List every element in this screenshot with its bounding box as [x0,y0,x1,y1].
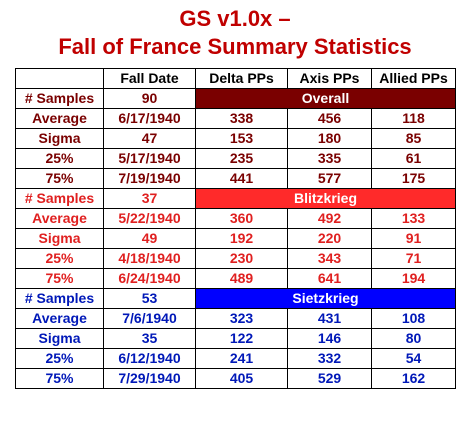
row-label: 75% [15,268,104,289]
delta-pps-cell: 192 [195,228,288,249]
delta-pps-cell: 338 [195,108,288,129]
allied-pps-cell: 85 [371,128,456,149]
axis-pps-cell: 529 [287,368,372,389]
allied-pps-cell: 71 [371,248,456,269]
allied-pps-cell: 91 [371,228,456,249]
header-row: Fall Date Delta PPs Axis PPs Allied PPs [15,68,456,89]
header-fall-date: Fall Date [103,68,196,89]
title-line-2: Fall of France Summary Statistics [58,34,412,59]
delta-pps-cell: 489 [195,268,288,289]
axis-pps-cell: 456 [287,108,372,129]
row-label: 25% [15,148,104,169]
delta-pps-cell: 153 [195,128,288,149]
row-label: Average [15,208,104,229]
group-band-blitzkrieg: Blitzkrieg [195,188,456,209]
row-label: 75% [15,168,104,189]
row-label: 25% [15,248,104,269]
delta-pps-cell: 323 [195,308,288,329]
axis-pps-cell: 431 [287,308,372,329]
samples-value: 53 [103,288,196,309]
delta-pps-cell: 235 [195,148,288,169]
allied-pps-cell: 175 [371,168,456,189]
axis-pps-cell: 641 [287,268,372,289]
table-row: Sigma 49 192 220 91 [15,228,456,249]
title-line-1: GS v1.0x – [179,6,291,31]
row-label: 25% [15,348,104,369]
delta-pps-cell: 241 [195,348,288,369]
delta-pps-cell: 230 [195,248,288,269]
row-label: Sigma [15,128,104,149]
table-row: Average 7/6/1940 323 431 108 [15,308,456,329]
row-label: Sigma [15,228,104,249]
allied-pps-cell: 194 [371,268,456,289]
fall-date-cell: 49 [103,228,196,249]
fall-date-cell: 7/29/1940 [103,368,196,389]
fall-date-cell: 5/17/1940 [103,148,196,169]
table-row: 25% 5/17/1940 235 335 61 [15,148,456,169]
table-row: 75% 7/29/1940 405 529 162 [15,368,456,389]
table-row: Sigma 47 153 180 85 [15,128,456,149]
blitzkrieg-samples-row: # Samples 37 Blitzkrieg [15,188,456,209]
header-cell-empty [15,68,104,89]
fall-date-cell: 7/19/1940 [103,168,196,189]
table-row: Sigma 35 122 146 80 [15,328,456,349]
row-label: Average [15,308,104,329]
overall-samples-row: # Samples 90 Overall [15,88,456,109]
fall-date-cell: 7/6/1940 [103,308,196,329]
fall-date-cell: 6/17/1940 [103,108,196,129]
table-row: Average 6/17/1940 338 456 118 [15,108,456,129]
table-row: 25% 4/18/1940 230 343 71 [15,248,456,269]
axis-pps-cell: 146 [287,328,372,349]
samples-value: 37 [103,188,196,209]
fall-date-cell: 5/22/1940 [103,208,196,229]
axis-pps-cell: 220 [287,228,372,249]
axis-pps-cell: 577 [287,168,372,189]
table-row: 25% 6/12/1940 241 332 54 [15,348,456,369]
table-row: Average 5/22/1940 360 492 133 [15,208,456,229]
allied-pps-cell: 61 [371,148,456,169]
summary-statistics-table: Fall Date Delta PPs Axis PPs Allied PPs … [15,68,456,389]
header-axis-pps: Axis PPs [287,68,372,89]
allied-pps-cell: 162 [371,368,456,389]
table-row: 75% 7/19/1940 441 577 175 [15,168,456,189]
fall-date-cell: 4/18/1940 [103,248,196,269]
axis-pps-cell: 180 [287,128,372,149]
axis-pps-cell: 332 [287,348,372,369]
table-row: 75% 6/24/1940 489 641 194 [15,268,456,289]
delta-pps-cell: 122 [195,328,288,349]
axis-pps-cell: 492 [287,208,372,229]
group-band-sietzkrieg: Sietzkrieg [195,288,456,309]
group-band-overall: Overall [195,88,456,109]
fall-date-cell: 6/24/1940 [103,268,196,289]
allied-pps-cell: 54 [371,348,456,369]
samples-label: # Samples [15,188,104,209]
row-label: 75% [15,368,104,389]
samples-label: # Samples [15,88,104,109]
samples-value: 90 [103,88,196,109]
row-label: Sigma [15,328,104,349]
header-allied-pps: Allied PPs [371,68,456,89]
samples-label: # Samples [15,288,104,309]
delta-pps-cell: 441 [195,168,288,189]
sietzkrieg-samples-row: # Samples 53 Sietzkrieg [15,288,456,309]
allied-pps-cell: 133 [371,208,456,229]
delta-pps-cell: 360 [195,208,288,229]
allied-pps-cell: 108 [371,308,456,329]
fall-date-cell: 35 [103,328,196,349]
allied-pps-cell: 80 [371,328,456,349]
axis-pps-cell: 343 [287,248,372,269]
header-delta-pps: Delta PPs [195,68,288,89]
delta-pps-cell: 405 [195,368,288,389]
row-label: Average [15,108,104,129]
fall-date-cell: 6/12/1940 [103,348,196,369]
axis-pps-cell: 335 [287,148,372,169]
fall-date-cell: 47 [103,128,196,149]
allied-pps-cell: 118 [371,108,456,129]
